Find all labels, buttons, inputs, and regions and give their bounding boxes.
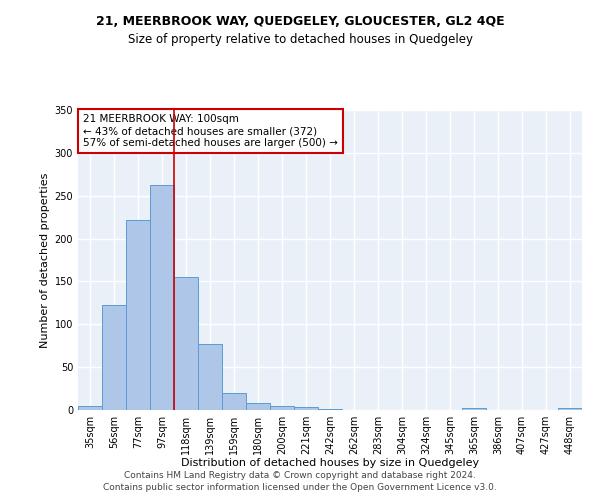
Bar: [462, 408, 486, 410]
Y-axis label: Number of detached properties: Number of detached properties: [40, 172, 50, 348]
Bar: [270, 406, 294, 410]
Bar: [126, 220, 150, 410]
Bar: [294, 408, 318, 410]
Text: Contains public sector information licensed under the Open Government Licence v3: Contains public sector information licen…: [103, 484, 497, 492]
Bar: [558, 408, 582, 410]
Bar: [318, 409, 342, 410]
Bar: [246, 403, 270, 410]
X-axis label: Distribution of detached houses by size in Quedgeley: Distribution of detached houses by size …: [181, 458, 479, 468]
Text: 21 MEERBROOK WAY: 100sqm
← 43% of detached houses are smaller (372)
57% of semi-: 21 MEERBROOK WAY: 100sqm ← 43% of detach…: [83, 114, 338, 148]
Text: Contains HM Land Registry data © Crown copyright and database right 2024.: Contains HM Land Registry data © Crown c…: [124, 471, 476, 480]
Bar: [174, 277, 198, 410]
Text: 21, MEERBROOK WAY, QUEDGELEY, GLOUCESTER, GL2 4QE: 21, MEERBROOK WAY, QUEDGELEY, GLOUCESTER…: [95, 15, 505, 28]
Bar: [222, 393, 246, 410]
Bar: [102, 306, 126, 410]
Bar: [198, 344, 222, 410]
Bar: [78, 406, 102, 410]
Text: Size of property relative to detached houses in Quedgeley: Size of property relative to detached ho…: [128, 32, 473, 46]
Bar: [150, 186, 174, 410]
